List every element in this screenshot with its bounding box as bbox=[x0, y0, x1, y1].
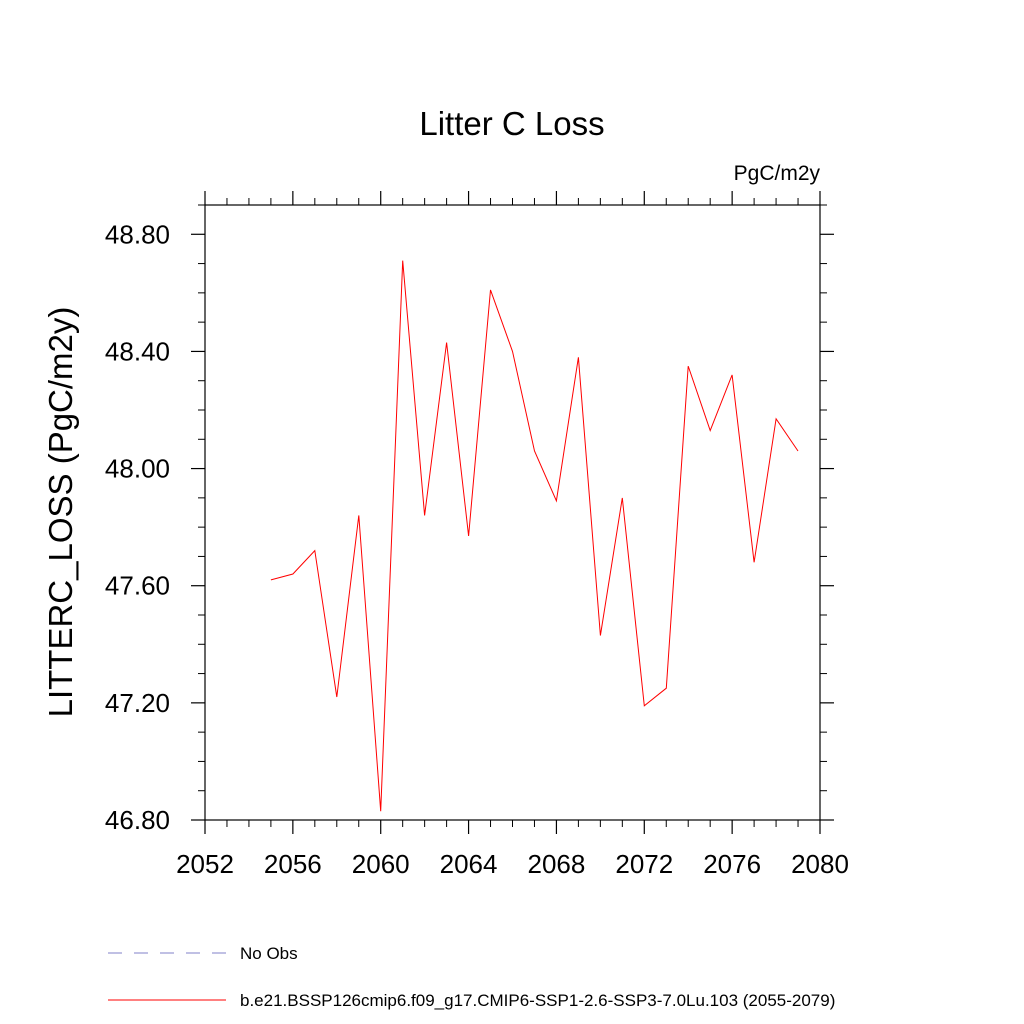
y-tick-label: 46.80 bbox=[105, 805, 170, 835]
chart-title: Litter C Loss bbox=[419, 105, 604, 142]
y-tick-label: 48.00 bbox=[105, 454, 170, 484]
series-line bbox=[270, 260, 799, 812]
y-tick-label: 48.80 bbox=[105, 219, 170, 249]
x-tick-label: 2060 bbox=[352, 849, 410, 879]
y-tick-label: 47.20 bbox=[105, 688, 170, 718]
y-axis-label: LITTERC_LOSS (PgC/m2y) bbox=[42, 307, 79, 718]
plot-frame bbox=[204, 204, 821, 821]
x-tick-label: 2076 bbox=[703, 849, 761, 879]
legend: No Obs b.e21.BSSP126cmip6.f09_g17.CMIP6-… bbox=[108, 944, 835, 1010]
x-tick-label: 2052 bbox=[176, 849, 234, 879]
axis-ticks: 2052 2056 2060 2064 2068 2072 2076 2080 46.80 47.… bbox=[105, 191, 849, 879]
x-tick-label: 2080 bbox=[791, 849, 849, 879]
y-tick-label: 48.40 bbox=[105, 336, 170, 366]
series-layer bbox=[270, 260, 799, 812]
y-tick-label: 47.60 bbox=[105, 571, 170, 601]
legend-label-no-obs: No Obs bbox=[240, 944, 298, 963]
x-tick-label: 2072 bbox=[615, 849, 673, 879]
x-tick-label: 2068 bbox=[528, 849, 586, 879]
x-tick-label: 2064 bbox=[440, 849, 498, 879]
legend-label-series: b.e21.BSSP126cmip6.f09_g17.CMIP6-SSP1-2.… bbox=[240, 991, 835, 1010]
units-label: PgC/m2y bbox=[734, 162, 821, 185]
x-tick-label: 2056 bbox=[264, 849, 322, 879]
